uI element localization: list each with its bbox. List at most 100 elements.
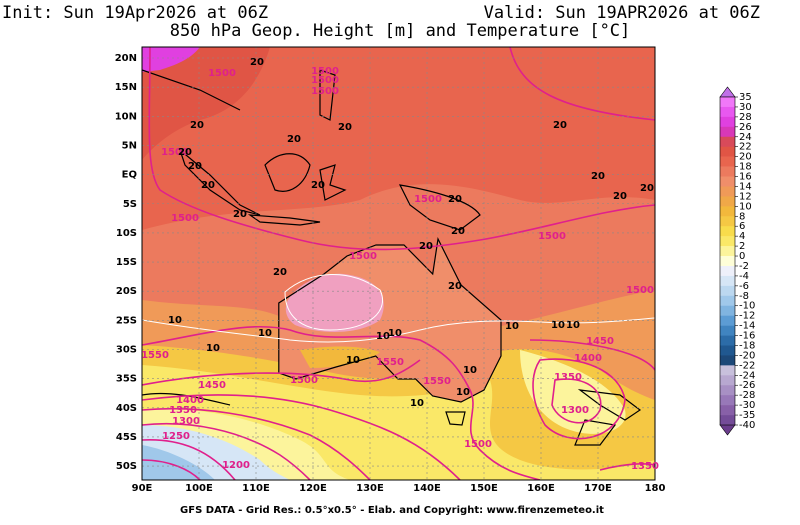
lat-label: 35S bbox=[116, 374, 137, 385]
height-label: 1500 bbox=[414, 194, 442, 205]
height-label: 1500 bbox=[626, 285, 654, 296]
colorbar-label: 20 bbox=[739, 152, 752, 163]
lat-label: 5N bbox=[122, 140, 137, 151]
lon-label: 90E bbox=[132, 483, 153, 494]
colorbar-label: -14 bbox=[739, 321, 755, 332]
temp-label: 20 bbox=[188, 161, 202, 172]
temp-label: 20 bbox=[250, 57, 264, 68]
temp-label: 20 bbox=[287, 134, 301, 145]
map-frame bbox=[141, 46, 656, 481]
height-label: 1500 bbox=[290, 375, 318, 386]
nz-north-coast bbox=[577, 389, 642, 421]
colorbar-segment bbox=[720, 226, 735, 237]
colorbar-bottom-cap bbox=[719, 424, 736, 436]
lat-label: 45S bbox=[116, 432, 137, 443]
colorbar-segment bbox=[720, 315, 735, 326]
lon-label: 150E bbox=[470, 483, 498, 494]
height-label: 1450 bbox=[198, 380, 226, 391]
temp-label: 10 bbox=[456, 387, 470, 398]
colorbar-label: 18 bbox=[739, 162, 752, 173]
colorbar-label: 28 bbox=[739, 112, 752, 123]
height-label: 1300 bbox=[172, 416, 200, 427]
lat-label: 30S bbox=[116, 345, 137, 356]
height-label: 1500 bbox=[311, 66, 339, 77]
colorbar: 35302826242220181614121086420-2-4-6-8-10… bbox=[719, 86, 755, 436]
colorbar-segment bbox=[720, 136, 735, 147]
height-label: 1200 bbox=[222, 460, 250, 471]
colorbar-segment bbox=[720, 166, 735, 177]
colorbar-segment bbox=[720, 355, 735, 366]
contour-1300 bbox=[142, 422, 311, 480]
colorbar-segment bbox=[720, 275, 735, 287]
lat-label: 20N bbox=[115, 53, 137, 64]
contour-1350-se bbox=[599, 463, 655, 471]
sulawesi-coast bbox=[319, 164, 347, 201]
colorbar-label: -18 bbox=[739, 340, 755, 351]
height-label: 1300 bbox=[561, 405, 589, 416]
temp-label: 10 bbox=[463, 365, 477, 376]
colorbar-segment bbox=[720, 415, 735, 426]
colorbar-label: -4 bbox=[739, 271, 749, 282]
field-cold bbox=[142, 445, 215, 480]
height-label: 1350 bbox=[169, 405, 197, 416]
temp-label: 20 bbox=[338, 122, 352, 133]
colorbar-segment bbox=[720, 236, 735, 247]
colorbar-segment bbox=[720, 285, 735, 297]
height-contours bbox=[142, 47, 655, 480]
temp-label: 20 bbox=[448, 281, 462, 292]
colorbar-label: 10 bbox=[739, 201, 752, 212]
height-label: 1500 bbox=[464, 439, 492, 450]
temp-label: 20 bbox=[591, 171, 605, 182]
height-label: 1500 bbox=[311, 75, 339, 86]
colorbar-segment bbox=[720, 375, 735, 386]
colorbar-segment bbox=[720, 305, 735, 316]
lat-label: 15N bbox=[115, 82, 137, 93]
temp-label: 10 bbox=[376, 331, 390, 342]
colorbar-label: -26 bbox=[739, 380, 755, 391]
colorbar-label: -30 bbox=[739, 400, 755, 411]
colorbar-label: 22 bbox=[739, 142, 752, 153]
height-label: 1350 bbox=[631, 461, 659, 472]
height-label: 1500 bbox=[538, 231, 566, 242]
temp-label: 20 bbox=[640, 183, 654, 194]
height-label: 1500 bbox=[311, 86, 339, 97]
temp-label: 20 bbox=[448, 194, 462, 205]
contour-1350-low bbox=[551, 378, 602, 424]
colorbar-segment bbox=[720, 106, 735, 118]
lon-label: 180 bbox=[645, 483, 666, 494]
colorbar-label: -16 bbox=[739, 331, 755, 342]
height-label: 1500 bbox=[161, 147, 189, 158]
map-field bbox=[142, 47, 655, 480]
colorbar-segment bbox=[720, 97, 735, 108]
contour-1450-east bbox=[529, 339, 655, 371]
colorbar-label: -35 bbox=[739, 410, 755, 421]
contour-1250 bbox=[142, 439, 236, 480]
colorbar-segment bbox=[720, 345, 735, 356]
contour-1450 bbox=[142, 359, 421, 386]
colorbar-label: -12 bbox=[739, 311, 755, 322]
field-hot-top bbox=[142, 47, 200, 72]
australia-heat bbox=[285, 273, 384, 332]
colorbar-label: 30 bbox=[739, 102, 752, 113]
lon-label: 120E bbox=[299, 483, 327, 494]
lat-label: EQ bbox=[122, 170, 137, 181]
graticule bbox=[142, 47, 655, 480]
colorbar-label: -10 bbox=[739, 301, 755, 312]
field-hot bbox=[142, 47, 270, 160]
map-labels: 20N 15N 10N 5N EQ 5S 10S 15S 20S 25S 30S 35S 40S 45S 5… bbox=[115, 53, 666, 494]
philippines-coast bbox=[319, 69, 336, 121]
colorbar-label: 4 bbox=[739, 231, 745, 242]
sumatra-coast bbox=[178, 148, 261, 216]
australia-south bbox=[300, 346, 380, 368]
contour-10 bbox=[142, 317, 655, 343]
lat-label: 10N bbox=[115, 111, 137, 122]
height-label: 1500 bbox=[171, 213, 199, 224]
contour-1400-low bbox=[532, 358, 626, 440]
lon-label: 170E bbox=[584, 483, 612, 494]
contour-1350 bbox=[142, 407, 371, 480]
temp-label: 10 bbox=[566, 320, 580, 331]
subtitle: 850 hPa Geop. Height [m] and Temperature… bbox=[170, 21, 631, 41]
temp-label: 10 bbox=[346, 355, 360, 366]
